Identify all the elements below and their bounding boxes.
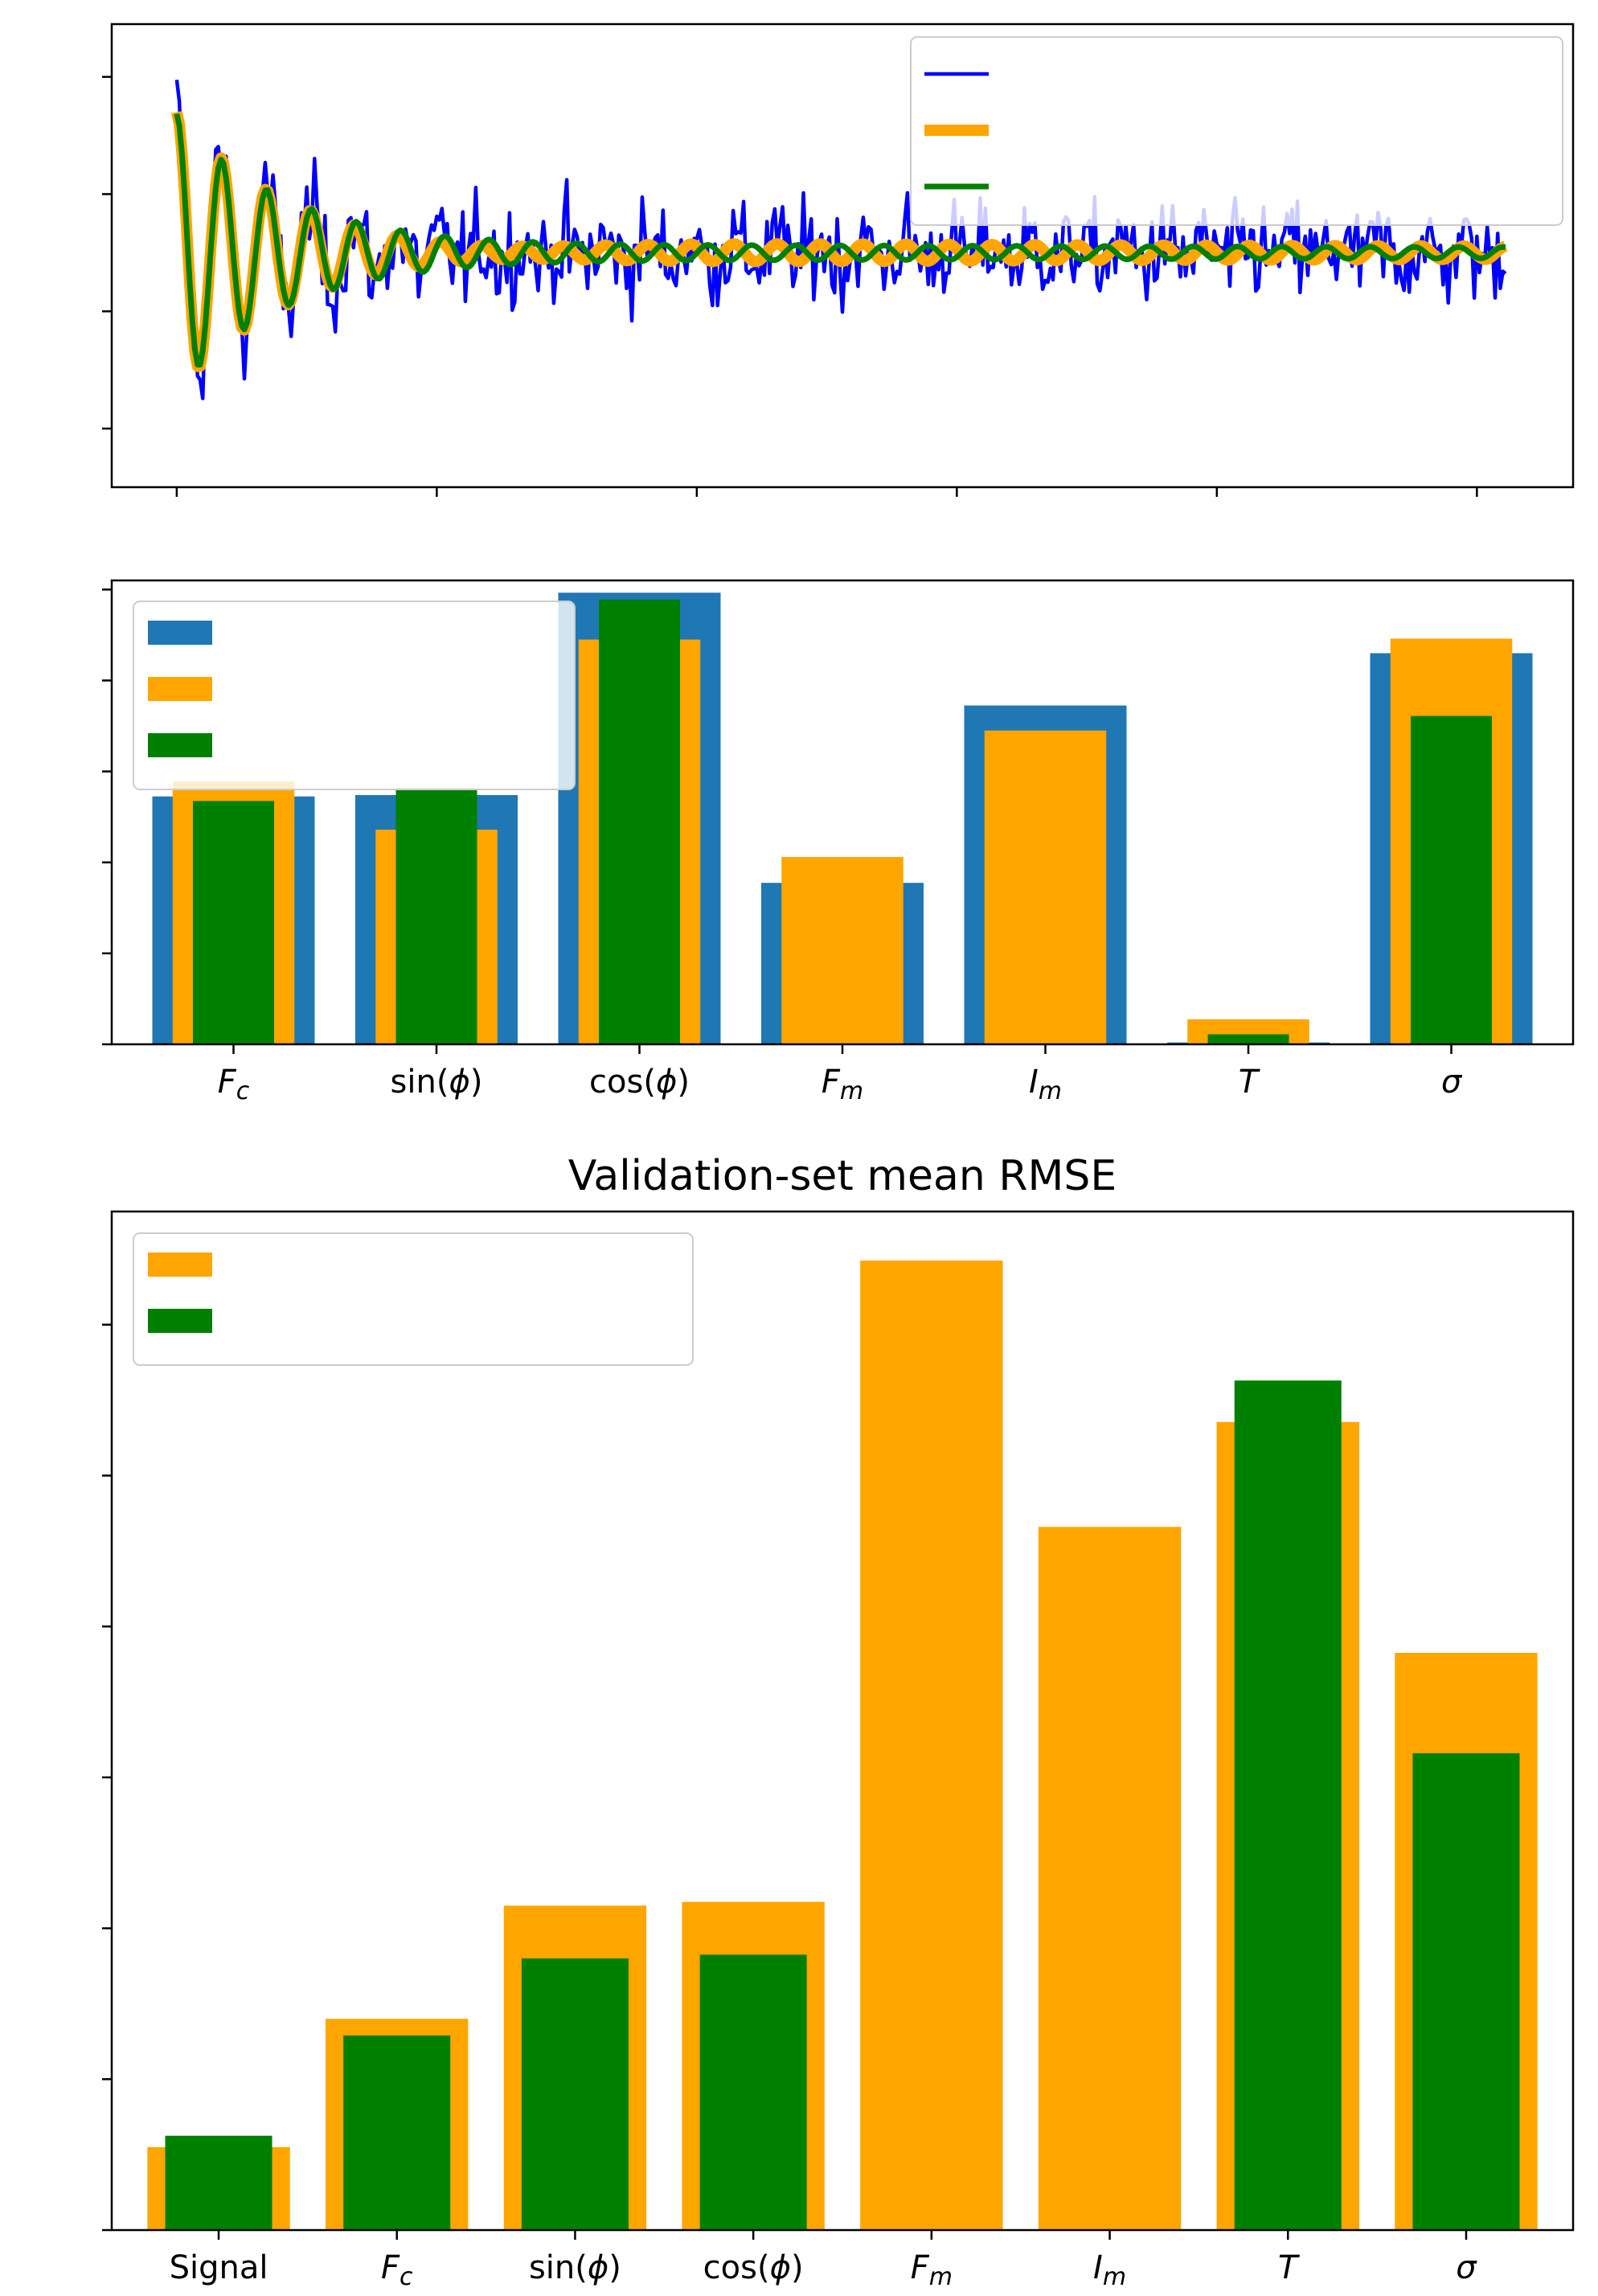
x-tick-label: T [1278,2249,1301,2286]
x-tick-label: Im [1093,2249,1126,2291]
legend-swatch [148,621,212,645]
legend-swatch [148,733,212,757]
x-tick-label: σ [1456,2249,1477,2286]
legend-swatch [148,1253,212,1277]
x-tick-label: Fm [822,1064,863,1105]
signal-plot-frame [110,23,1575,489]
bar [860,1261,1003,2230]
x-tick-label: Fc [381,2249,413,2291]
x-tick-label: cos(ϕ) [589,1064,690,1101]
bar [1207,1034,1289,1044]
bar [395,788,477,1044]
x-tick-label: σ [1441,1064,1463,1101]
bar [699,1954,807,2230]
bar [781,856,903,1044]
bar [193,801,274,1044]
x-tick-label: cos(ϕ) [703,2249,804,2286]
rmse-bar-chart: Validation-set mean RMSE Signal Fc sin(ϕ) c… [102,1152,1575,2291]
bar [343,2035,451,2230]
x-tick-label: Signal [170,2249,268,2286]
bar [1411,715,1492,1044]
signal-legend [910,36,1563,226]
legend-box [133,601,576,790]
signal-plot [102,23,1575,497]
x-tick-label: T [1239,1064,1261,1101]
x-tick-label: sin(ϕ) [391,1064,483,1101]
legend-box [133,1232,694,1366]
latent-plot-frame [110,579,1575,1046]
legend-swatch [148,1309,212,1333]
bar [1234,1380,1342,2230]
bar [521,1958,629,2230]
x-tick-label: sin(ϕ) [529,2249,621,2286]
bar [165,2135,272,2230]
latent-legend [133,601,576,790]
rmse-legend [133,1232,694,1366]
bar [984,730,1107,1044]
legend-box [910,36,1563,226]
rmse-chart-title: Validation-set mean RMSE [568,1152,1117,1200]
bar [599,599,680,1044]
partial-dnn-line [174,113,1506,368]
x-tick-label: Im [1029,1064,1062,1105]
bar [1038,1527,1182,2230]
bar [1412,1753,1520,2230]
x-tick-label: Fm [911,2249,953,2291]
x-tick-label: Fc [218,1064,250,1105]
rmse-plot-frame [110,1210,1575,2232]
legend-swatch [148,677,212,701]
